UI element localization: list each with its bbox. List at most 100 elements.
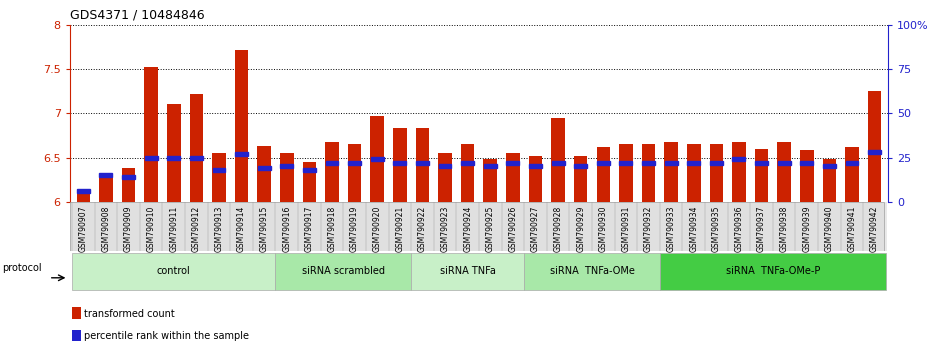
Text: siRNA  TNFa-OMe: siRNA TNFa-OMe (550, 266, 634, 276)
Text: GSM790908: GSM790908 (101, 206, 111, 252)
Text: GSM790929: GSM790929 (577, 206, 585, 252)
Text: GSM790920: GSM790920 (373, 206, 381, 252)
Text: GSM790907: GSM790907 (79, 206, 87, 252)
Text: GSM790925: GSM790925 (485, 206, 495, 252)
Bar (393, 128, 406, 202)
Bar (371, 157, 384, 161)
Bar (845, 147, 858, 202)
Text: siRNA scrambled: siRNA scrambled (302, 266, 385, 276)
Text: GSM790918: GSM790918 (327, 206, 337, 252)
Bar (461, 161, 474, 165)
Text: GDS4371 / 10484846: GDS4371 / 10484846 (70, 8, 205, 21)
Bar (659, 253, 886, 290)
Text: GSM790940: GSM790940 (825, 206, 834, 252)
Text: GSM790922: GSM790922 (418, 206, 427, 252)
Text: GSM790923: GSM790923 (441, 206, 449, 252)
Bar (234, 50, 248, 202)
Bar (302, 162, 316, 202)
Text: GSM790931: GSM790931 (621, 206, 631, 252)
Bar (800, 150, 814, 202)
Text: GSM790919: GSM790919 (350, 206, 359, 252)
Bar (100, 173, 113, 177)
Bar (100, 177, 113, 202)
Text: GSM790930: GSM790930 (599, 206, 608, 252)
Bar (439, 164, 451, 169)
Text: GSM790924: GSM790924 (463, 206, 472, 252)
Bar (868, 91, 882, 202)
Bar (574, 156, 588, 202)
Bar (525, 253, 659, 290)
Bar (303, 168, 316, 172)
Bar (144, 67, 158, 202)
Text: GSM790938: GSM790938 (779, 206, 789, 252)
Text: GSM790932: GSM790932 (644, 206, 653, 252)
Bar (687, 161, 700, 165)
Bar (777, 142, 790, 202)
Bar (551, 161, 565, 165)
Text: siRNA TNFa: siRNA TNFa (440, 266, 496, 276)
Bar (506, 153, 520, 202)
Text: GSM790942: GSM790942 (870, 206, 879, 252)
Text: GSM790939: GSM790939 (803, 206, 811, 252)
Bar (416, 128, 430, 202)
Bar (619, 144, 632, 202)
Bar (801, 161, 813, 165)
Text: GSM790937: GSM790937 (757, 206, 766, 252)
Bar (596, 147, 610, 202)
Bar (551, 118, 565, 202)
Bar (275, 253, 411, 290)
Bar (213, 168, 225, 172)
Text: transformed count: transformed count (84, 308, 174, 319)
Text: percentile rank within the sample: percentile rank within the sample (84, 331, 248, 341)
Text: GSM790926: GSM790926 (509, 206, 517, 252)
Bar (484, 159, 497, 202)
Bar (732, 142, 746, 202)
Bar (528, 156, 542, 202)
Bar (642, 161, 655, 165)
Bar (167, 155, 180, 160)
Bar (190, 155, 203, 160)
Bar (280, 164, 293, 169)
Bar (122, 175, 135, 179)
Bar (411, 253, 525, 290)
Bar (258, 166, 271, 170)
Bar (393, 161, 406, 165)
Bar (461, 144, 474, 202)
Bar (529, 164, 542, 169)
Text: GSM790941: GSM790941 (847, 206, 857, 252)
Bar (845, 161, 858, 165)
Text: GSM790915: GSM790915 (259, 206, 269, 252)
Bar (733, 157, 745, 161)
Bar (72, 307, 81, 319)
Text: GSM790909: GSM790909 (124, 206, 133, 252)
Bar (167, 104, 180, 202)
Text: GSM790917: GSM790917 (305, 206, 314, 252)
Bar (145, 155, 157, 160)
Bar (642, 144, 656, 202)
Bar (507, 161, 519, 165)
Bar (665, 161, 678, 165)
Bar (122, 168, 135, 202)
Bar (72, 330, 81, 341)
Bar (687, 144, 700, 202)
Text: GSM790928: GSM790928 (553, 206, 563, 252)
Text: siRNA  TNFa-OMe-P: siRNA TNFa-OMe-P (725, 266, 820, 276)
Bar (868, 150, 881, 154)
Bar (326, 142, 339, 202)
Bar (370, 116, 384, 202)
Bar (416, 161, 429, 165)
Text: GSM790913: GSM790913 (215, 206, 223, 252)
Bar (258, 146, 271, 202)
Bar (755, 149, 768, 202)
Bar (710, 161, 723, 165)
Bar (710, 144, 724, 202)
Bar (190, 94, 203, 202)
Text: GSM790935: GSM790935 (711, 206, 721, 252)
Bar (235, 152, 248, 156)
Bar (597, 161, 610, 165)
Bar (76, 188, 90, 202)
Bar (348, 161, 361, 165)
Bar (348, 144, 362, 202)
Bar (755, 161, 768, 165)
Text: control: control (157, 266, 191, 276)
